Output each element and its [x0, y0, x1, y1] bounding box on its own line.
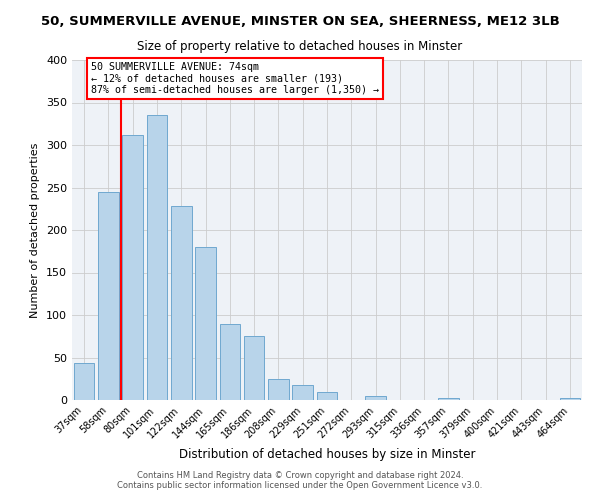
Bar: [171, 206, 191, 400]
Bar: [292, 384, 313, 400]
Bar: [74, 364, 94, 400]
Bar: [438, 398, 459, 400]
Bar: [195, 247, 216, 400]
Bar: [122, 135, 143, 400]
Bar: [317, 392, 337, 400]
X-axis label: Distribution of detached houses by size in Minster: Distribution of detached houses by size …: [179, 448, 475, 461]
Text: 50, SUMMERVILLE AVENUE, MINSTER ON SEA, SHEERNESS, ME12 3LB: 50, SUMMERVILLE AVENUE, MINSTER ON SEA, …: [41, 15, 559, 28]
Bar: [560, 398, 580, 400]
Bar: [146, 116, 167, 400]
Text: Contains HM Land Registry data © Crown copyright and database right 2024.
Contai: Contains HM Land Registry data © Crown c…: [118, 470, 482, 490]
Text: Size of property relative to detached houses in Minster: Size of property relative to detached ho…: [137, 40, 463, 53]
Bar: [365, 396, 386, 400]
Bar: [220, 324, 240, 400]
Text: 50 SUMMERVILLE AVENUE: 74sqm
← 12% of detached houses are smaller (193)
87% of s: 50 SUMMERVILLE AVENUE: 74sqm ← 12% of de…: [91, 62, 379, 95]
Y-axis label: Number of detached properties: Number of detached properties: [31, 142, 40, 318]
Bar: [268, 379, 289, 400]
Bar: [244, 336, 265, 400]
Bar: [98, 192, 119, 400]
